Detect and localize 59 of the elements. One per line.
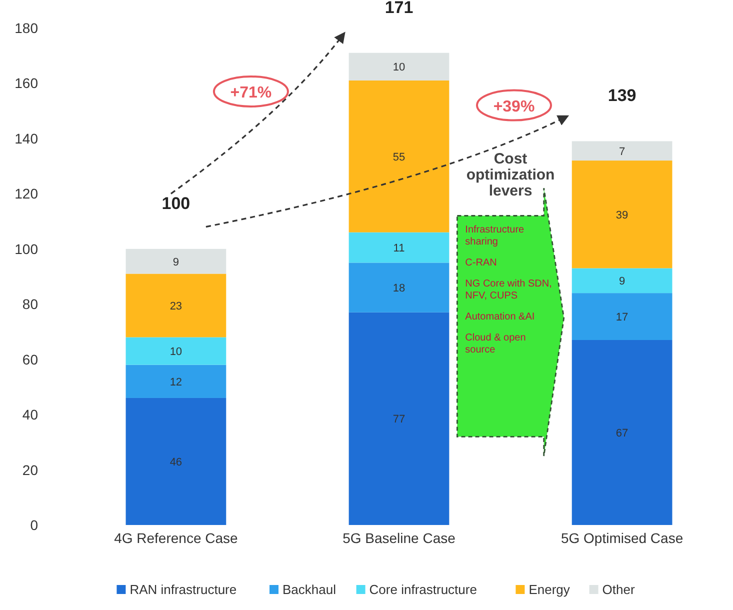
y-tick-label: 80 xyxy=(22,296,38,312)
data-label: 67 xyxy=(616,428,628,440)
annotation: NG Core with SDN, NFV, CUPS xyxy=(465,278,552,302)
data-label: 77 xyxy=(392,414,406,426)
y-tick-label: 100 xyxy=(14,240,38,257)
data-label: 17 xyxy=(616,312,628,324)
data-label: 23 xyxy=(170,300,182,312)
bar xyxy=(126,248,226,274)
bar xyxy=(126,274,226,338)
bar xyxy=(572,293,672,340)
y-tick-label: 40 xyxy=(22,406,38,423)
bar xyxy=(126,364,226,398)
bar xyxy=(348,232,450,263)
data-label: 10 xyxy=(170,346,182,358)
y-tick-label: 0 xyxy=(30,517,38,533)
data-label: 46 xyxy=(170,456,182,468)
bar xyxy=(572,268,672,294)
annotation: +71% xyxy=(230,84,272,102)
legend-label: RAN infrastructure xyxy=(130,582,237,597)
bar xyxy=(126,398,226,525)
bar xyxy=(572,141,672,161)
annotation: C-RAN xyxy=(465,257,497,268)
data-label: 10 xyxy=(392,62,406,74)
legend-label: Core infrastructure xyxy=(369,582,477,597)
data-label: 11 xyxy=(393,242,405,255)
total-label: 171 xyxy=(384,0,414,17)
bar xyxy=(348,80,450,232)
y-tick-label: 180 xyxy=(14,20,38,36)
legend-label: Other xyxy=(602,582,636,597)
bar xyxy=(348,312,450,525)
y-tick-label: 20 xyxy=(22,462,38,478)
data-label: 9 xyxy=(618,276,626,288)
x-tick-label: 5G Optimised Case xyxy=(560,530,684,546)
annotation: Cloud & open source xyxy=(465,332,526,356)
bar xyxy=(348,52,450,80)
legend-label: Energy xyxy=(528,582,570,597)
x-tick-label: 5G Baseline Case xyxy=(342,530,456,546)
bar xyxy=(348,262,450,312)
data-label: 39 xyxy=(616,209,628,222)
bar xyxy=(126,337,226,365)
annotation: Cost optimization levers xyxy=(466,150,555,200)
annotation: Automation &AI xyxy=(465,311,535,322)
data-label: 12 xyxy=(170,376,182,388)
total-label: 100 xyxy=(162,194,190,213)
y-tick-label: 140 xyxy=(14,130,38,146)
annotation: +39% xyxy=(493,98,535,116)
y-tick-label: 160 xyxy=(14,75,38,92)
y-tick-label: 120 xyxy=(14,186,38,202)
total-label: 139 xyxy=(608,86,636,106)
x-tick-label: 4G Reference Case xyxy=(114,530,238,546)
data-label: 7 xyxy=(618,146,626,158)
data-label: 9 xyxy=(172,256,180,268)
bar xyxy=(572,160,672,268)
bar xyxy=(572,340,672,525)
annotation: Infrastructure sharing xyxy=(465,224,525,248)
legend-label: Backhaul xyxy=(282,582,336,597)
data-label: 18 xyxy=(392,282,406,295)
data-label: 55 xyxy=(392,151,406,164)
y-tick-label: 60 xyxy=(22,351,38,368)
